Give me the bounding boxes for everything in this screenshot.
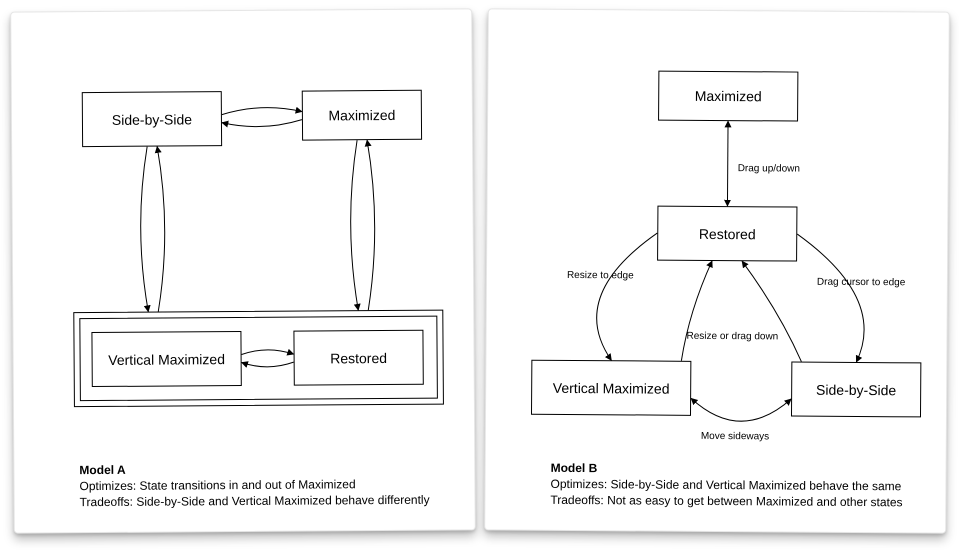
model-a-edges	[11, 9, 475, 532]
node-restored: Restored	[293, 330, 423, 386]
diagram-canvas: Side-by-Side Maximized Vertical Maximize…	[0, 0, 959, 552]
node-maximized-b: Maximized	[658, 71, 798, 122]
model-b-card: Maximized Restored Vertical Maximized Si…	[484, 8, 950, 533]
node-maximized: Maximized	[302, 90, 422, 141]
edge-label-drag-cursor-edge: Drag cursor to edge	[817, 277, 905, 289]
edge-label-move-sideways: Move sideways	[701, 431, 769, 442]
node-side-by-side: Side-by-Side	[82, 91, 222, 147]
model-a-tradeoffs: Tradeoffs: Side-by-Side and Vertical Max…	[80, 492, 430, 511]
model-a-caption: Model A Optimizes: State transitions in …	[79, 460, 429, 511]
model-a-card: Side-by-Side Maximized Vertical Maximize…	[10, 8, 476, 533]
model-b-tradeoffs: Tradeoffs: Not as easy to get between Ma…	[550, 492, 902, 511]
node-side-by-side-b: Side-by-Side	[791, 362, 921, 418]
edge-label-resize-drag-down: Resize or drag down	[687, 331, 779, 343]
node-vertical-maximized-b: Vertical Maximized	[531, 360, 691, 416]
node-vertical-maximized: Vertical Maximized	[91, 331, 241, 387]
edge-label-resize-to-edge: Resize to edge	[567, 270, 634, 281]
edge-label-drag-up-down: Drag up/down	[738, 163, 800, 174]
node-restored-b: Restored	[657, 206, 797, 262]
model-b-caption: Model B Optimizes: Side-by-Side and Vert…	[550, 460, 903, 511]
